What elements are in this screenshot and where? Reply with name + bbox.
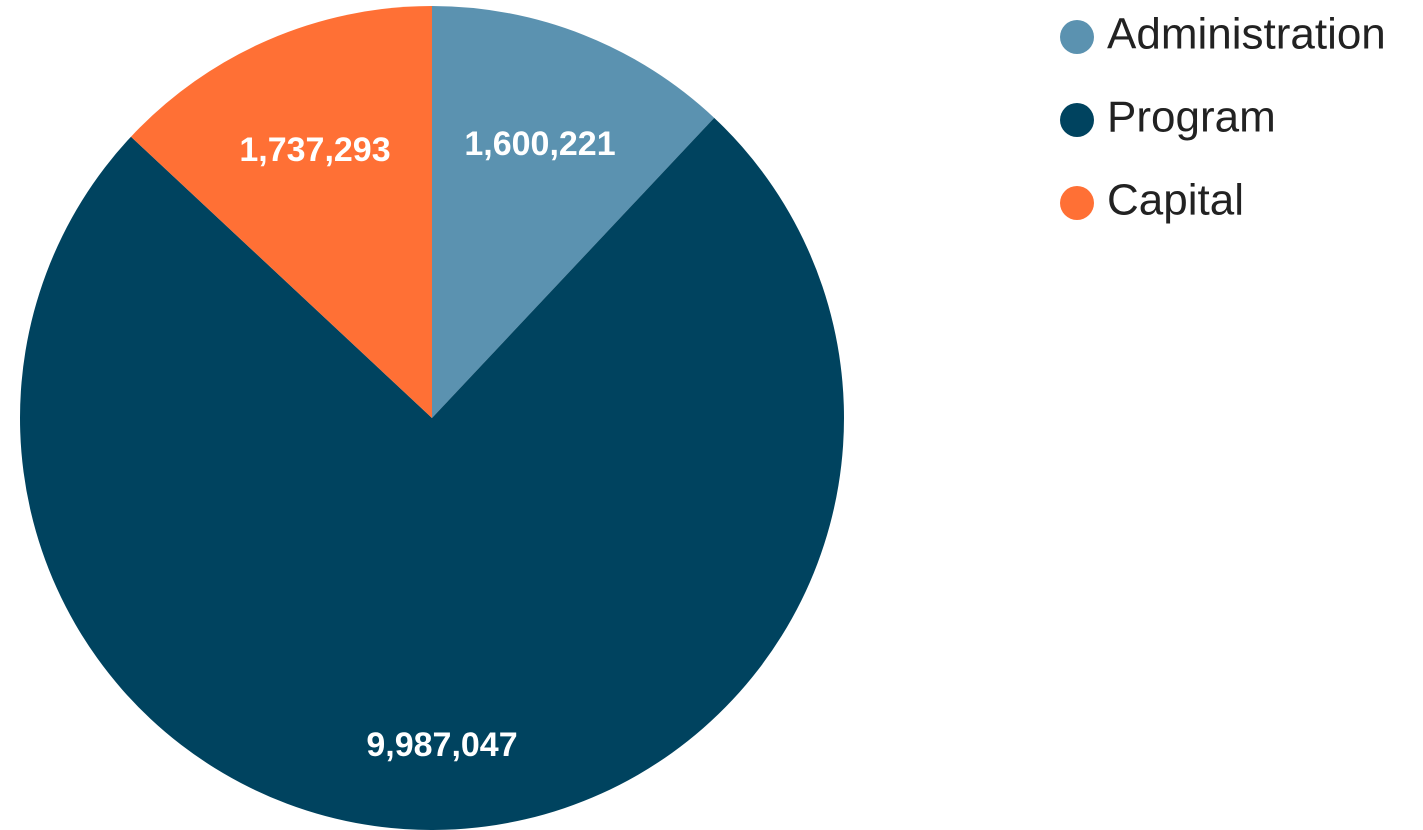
legend-item-administration: Administration	[1060, 10, 1386, 59]
pie-slice-program	[20, 117, 845, 830]
legend-label-program: Program	[1107, 93, 1276, 142]
pie-slice-labels: 1,600,221 9,987,047 1,737,293	[239, 125, 615, 764]
legend-marker-capital	[1060, 186, 1094, 220]
pie-slice-administration	[432, 6, 715, 418]
data-label-administration: 1,600,221	[464, 125, 615, 163]
legend-label-administration: Administration	[1107, 10, 1386, 59]
legend-marker-program	[1060, 103, 1094, 137]
pie-slice-capital	[130, 6, 433, 418]
chart-legend: Administration Program Capital	[1060, 10, 1386, 225]
data-label-program: 9,987,047	[366, 726, 517, 764]
data-label-capital: 1,737,293	[239, 131, 390, 169]
legend-marker-administration	[1060, 20, 1094, 54]
legend-item-program: Program	[1060, 93, 1276, 142]
legend-label-capital: Capital	[1107, 176, 1244, 225]
legend-item-capital: Capital	[1060, 176, 1244, 225]
pie-slices	[20, 6, 845, 830]
